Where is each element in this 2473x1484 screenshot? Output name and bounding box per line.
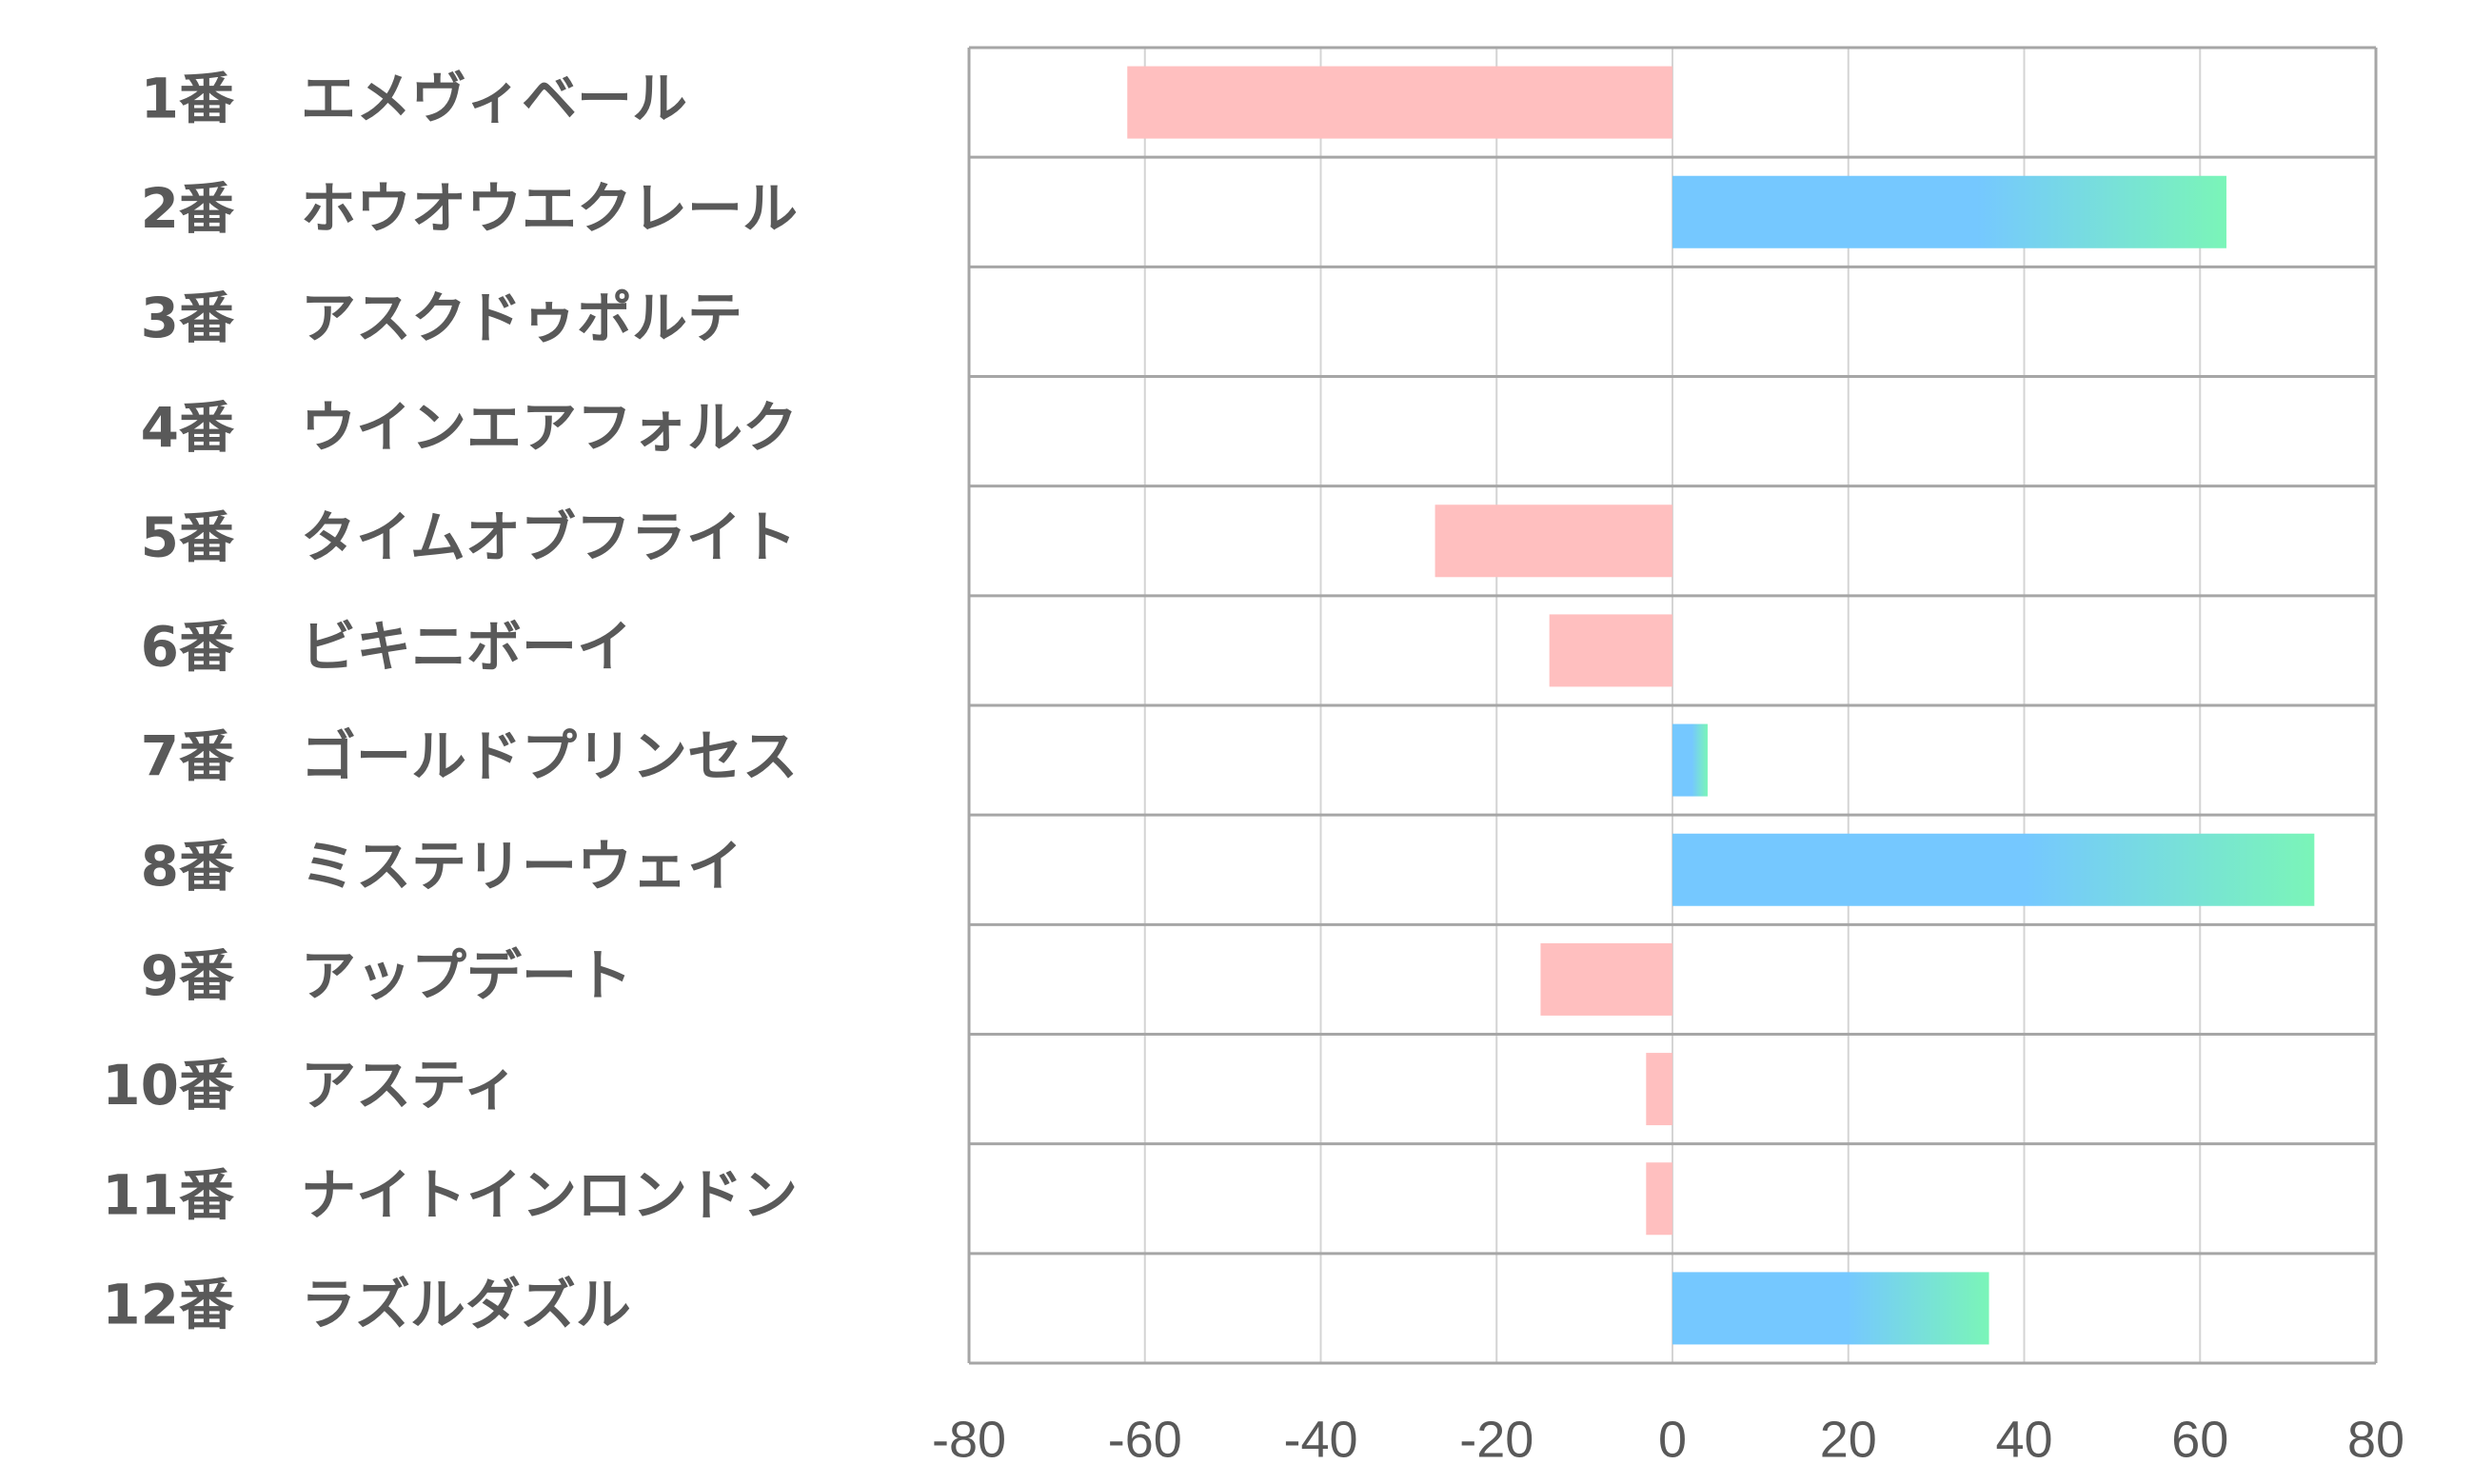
- row-name: エメヴィベール: [301, 67, 687, 131]
- row-number: 12番: [102, 1273, 234, 1337]
- x-tick-label: 0: [1658, 1411, 1687, 1468]
- x-tick-label: -80: [932, 1411, 1006, 1468]
- row-number: 8番: [141, 834, 234, 899]
- x-tick-label: -20: [1459, 1411, 1533, 1468]
- row-name: タイムオブフライト: [301, 505, 797, 569]
- row-name: ウインエアフォルク: [301, 395, 798, 460]
- x-tick-label: -60: [1108, 1411, 1182, 1468]
- row-number: 2番: [141, 176, 234, 241]
- row-name: アスティ: [301, 1053, 519, 1118]
- x-tick-label: 60: [2171, 1411, 2228, 1468]
- row-name: アスクドゥポルテ: [301, 286, 742, 350]
- row-name: ミステリーウェイ: [301, 834, 742, 899]
- row-number: 9番: [141, 943, 234, 1008]
- x-tick-label: 80: [2347, 1411, 2404, 1468]
- row-name: アップデート: [301, 943, 632, 1008]
- x-tick-label: 40: [1995, 1411, 2052, 1468]
- row-number: 11番: [102, 1162, 234, 1227]
- row-name: ビキニボーイ: [301, 615, 632, 680]
- bar: [1646, 1053, 1672, 1126]
- x-tick-label: -40: [1283, 1411, 1357, 1468]
- bar: [1672, 723, 1708, 797]
- bar: [1127, 66, 1672, 139]
- bar: [1646, 1162, 1672, 1236]
- row-name: ホウオウエクレール: [301, 176, 798, 241]
- bar: [1549, 614, 1672, 687]
- row-name: ラズルダズル: [301, 1273, 631, 1337]
- bar: [1434, 505, 1672, 578]
- row-number: 4番: [141, 395, 234, 460]
- row-number: 3番: [141, 286, 234, 350]
- row-number: 1番: [141, 67, 234, 131]
- x-tick-label: 20: [1820, 1411, 1877, 1468]
- row-number: 5番: [141, 505, 234, 569]
- row-name: ナイトインロンドン: [301, 1162, 798, 1227]
- row-number: 10番: [102, 1053, 234, 1118]
- row-number: 6番: [141, 615, 234, 680]
- bar: [1672, 1272, 1989, 1345]
- bar: [1672, 833, 2315, 906]
- bar: [1540, 942, 1672, 1016]
- row-number: 7番: [141, 724, 234, 789]
- row-name: ゴールドプリンセス: [301, 724, 798, 789]
- bar: [1672, 175, 2226, 248]
